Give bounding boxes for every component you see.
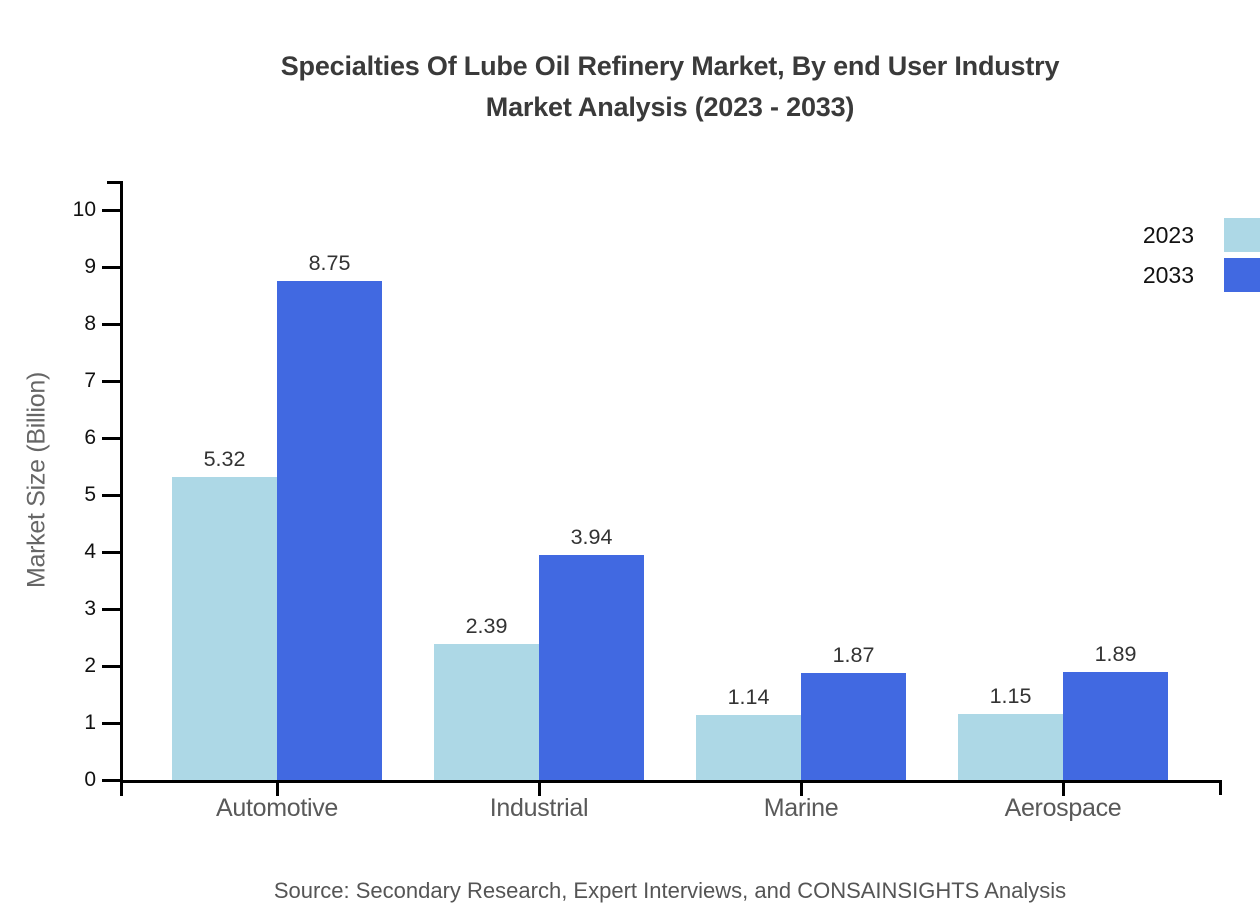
y-tick-label: 8 (84, 312, 96, 335)
x-category-label-industrial: Industrial (489, 794, 589, 822)
value-label-2033-aerospace: 1.89 (1094, 642, 1137, 666)
y-tick-label: 9 (84, 255, 96, 278)
bar-2033-automotive (277, 281, 382, 780)
value-label-2023-industrial: 2.39 (465, 614, 508, 638)
y-tick (102, 494, 120, 497)
x-category-label-automotive: Automotive (215, 794, 339, 822)
value-label-2023-aerospace: 1.15 (989, 684, 1032, 708)
value-label-2023-marine: 1.14 (727, 685, 770, 709)
bar-2023-marine (696, 715, 801, 780)
y-tick-label: 3 (84, 597, 96, 620)
bar-2033-aerospace (1063, 672, 1168, 780)
value-label-2033-industrial: 3.94 (570, 525, 613, 549)
bar-2023-industrial (434, 644, 539, 780)
y-tick (102, 323, 120, 326)
y-tick (102, 209, 120, 212)
y-tick-label: 5 (84, 483, 96, 506)
y-tick-label: 1 (84, 711, 96, 734)
y-tick (102, 551, 120, 554)
y-tick (102, 722, 120, 725)
legend-item-2023: 2023 (1143, 218, 1260, 252)
bar-2023-aerospace (958, 714, 1063, 780)
x-tick-industrial (538, 780, 541, 796)
y-tick (102, 779, 120, 782)
value-label-2033-marine: 1.87 (832, 643, 875, 667)
x-tick-marine (800, 780, 803, 796)
y-tick (102, 665, 120, 668)
value-label-2033-automotive: 8.75 (308, 251, 351, 275)
y-tick-label: 0 (84, 768, 96, 791)
y-axis-line (120, 181, 123, 783)
y-tick-label: 7 (84, 369, 96, 392)
bar-2033-marine (801, 673, 906, 780)
plot-area: 0 1 2 3 4 5 6 7 8 9 10 5.32 8.75 Automotive 2.39 3.94 In… (73, 181, 1222, 822)
legend-swatch-2023 (1224, 218, 1260, 252)
y-tick (102, 608, 120, 611)
bar-2033-industrial (539, 555, 644, 780)
x-category-label-aerospace: Aerospace (1004, 794, 1122, 822)
x-tick-origin (120, 780, 123, 796)
y-tick (102, 380, 120, 383)
legend-label-2023: 2023 (1142, 221, 1194, 248)
y-tick (102, 437, 120, 440)
y-tick-label: 6 (84, 426, 96, 449)
legend-swatch-2033 (1224, 258, 1260, 292)
legend: 2023 2033 (1143, 218, 1260, 298)
y-axis-top-cap (107, 181, 120, 184)
y-tick-label: 4 (84, 540, 96, 563)
x-tick-aerospace (1062, 780, 1065, 796)
x-category-label-marine: Marine (763, 794, 839, 822)
value-label-2023-automotive: 5.32 (203, 447, 246, 471)
chart-title: Specialties Of Lube Oil Refinery Market,… (280, 51, 1060, 122)
bar-2023-automotive (172, 477, 277, 780)
legend-label-2033: 2033 (1142, 261, 1194, 288)
y-tick-label: 2 (84, 654, 96, 677)
x-tick-automotive (276, 780, 279, 796)
legend-item-2033: 2033 (1143, 258, 1260, 292)
x-axis-line (120, 780, 1222, 783)
x-axis-end-cap (1219, 780, 1222, 795)
y-tick-label: 10 (72, 198, 96, 221)
source-note: Source: Secondary Research, Expert Inter… (273, 878, 1067, 903)
y-tick (102, 266, 120, 269)
